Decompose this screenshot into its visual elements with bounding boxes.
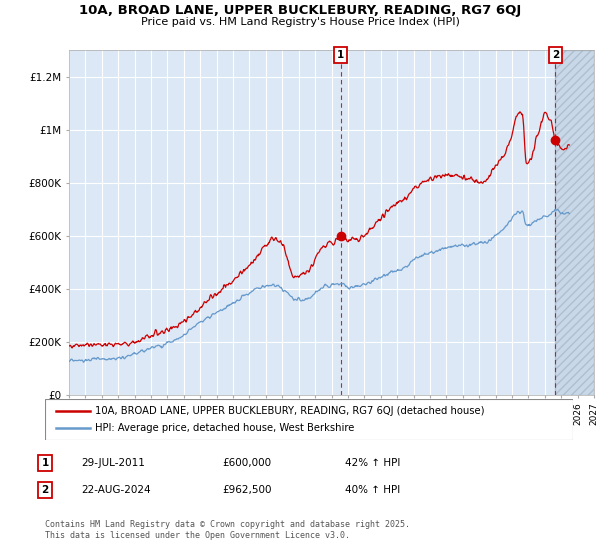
Text: 40% ↑ HPI: 40% ↑ HPI xyxy=(345,485,400,495)
Text: 42% ↑ HPI: 42% ↑ HPI xyxy=(345,458,400,468)
Text: Contains HM Land Registry data © Crown copyright and database right 2025.
This d: Contains HM Land Registry data © Crown c… xyxy=(45,520,410,540)
Text: Price paid vs. HM Land Registry's House Price Index (HPI): Price paid vs. HM Land Registry's House … xyxy=(140,17,460,27)
Text: 1: 1 xyxy=(337,50,344,60)
Bar xyxy=(555,50,594,395)
Text: 1: 1 xyxy=(41,458,49,468)
Text: 10A, BROAD LANE, UPPER BUCKLEBURY, READING, RG7 6QJ (detached house): 10A, BROAD LANE, UPPER BUCKLEBURY, READI… xyxy=(95,405,485,416)
Text: 2: 2 xyxy=(41,485,49,495)
Text: 10A, BROAD LANE, UPPER BUCKLEBURY, READING, RG7 6QJ: 10A, BROAD LANE, UPPER BUCKLEBURY, READI… xyxy=(79,4,521,17)
Bar xyxy=(555,50,594,395)
Text: 2: 2 xyxy=(551,50,559,60)
Text: 29-JUL-2011: 29-JUL-2011 xyxy=(81,458,145,468)
Text: £600,000: £600,000 xyxy=(222,458,271,468)
Text: HPI: Average price, detached house, West Berkshire: HPI: Average price, detached house, West… xyxy=(95,423,355,433)
Text: 22-AUG-2024: 22-AUG-2024 xyxy=(81,485,151,495)
Text: £962,500: £962,500 xyxy=(222,485,271,495)
